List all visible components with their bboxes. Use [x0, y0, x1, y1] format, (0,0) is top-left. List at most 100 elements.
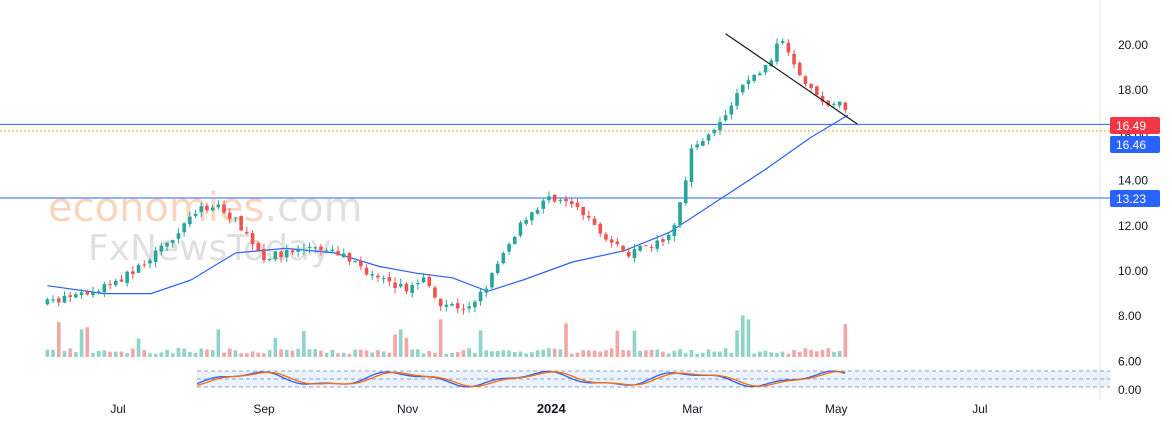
candle	[729, 101, 734, 120]
volume-bar	[461, 349, 466, 357]
candle	[587, 210, 591, 221]
volume-bar	[706, 349, 711, 357]
volume-bar	[678, 349, 682, 357]
volume-bar	[701, 352, 705, 357]
candle	[233, 217, 238, 223]
volume-bar	[695, 353, 699, 357]
candle	[290, 247, 295, 256]
x-axis-ticks: Jul Sep Nov 2024 Mar May Jul	[110, 401, 987, 416]
svg-text:13.23: 13.23	[1116, 192, 1146, 206]
candle	[775, 38, 779, 65]
y-tick-label: 6.00	[1118, 354, 1142, 368]
candle	[797, 61, 802, 77]
volume-bar	[655, 349, 660, 357]
volume-bar	[307, 349, 312, 357]
volume-bar	[433, 352, 437, 357]
candle	[461, 304, 466, 315]
candle	[740, 84, 745, 96]
volume-bar	[421, 353, 426, 357]
watermark-line1: economies.com	[48, 185, 363, 231]
y-tick-label: 14.00	[1118, 174, 1148, 188]
candle	[786, 39, 791, 57]
volume-bar	[535, 350, 540, 357]
candle	[695, 140, 699, 150]
candle	[501, 251, 506, 265]
x-tick-label: Sep	[253, 402, 275, 416]
candle	[313, 246, 318, 253]
volume-bar	[444, 353, 449, 357]
y-tick-label: 18.00	[1118, 83, 1148, 97]
candle	[450, 301, 454, 306]
x-tick-label: Jul	[972, 402, 987, 416]
x-tick-label: May	[825, 402, 848, 416]
volume-bar	[512, 351, 517, 357]
candle	[284, 244, 289, 262]
moving-average-line	[47, 114, 849, 295]
candle	[495, 260, 500, 276]
volume-bar	[381, 351, 386, 357]
candle	[512, 235, 517, 245]
candle	[398, 278, 403, 289]
volume-bar	[843, 323, 848, 357]
volume-bar	[524, 353, 528, 357]
candle	[404, 281, 409, 295]
candle	[193, 209, 198, 219]
price-tag: 16.49	[1110, 117, 1160, 134]
candle	[478, 289, 483, 306]
volume-bar	[387, 352, 392, 357]
candle	[376, 273, 380, 282]
candle	[108, 280, 112, 290]
candle	[102, 281, 107, 298]
volume-bar	[74, 352, 78, 357]
volume-bar	[832, 351, 836, 357]
candle	[581, 206, 585, 221]
candle	[518, 220, 523, 238]
volume-bar	[393, 334, 397, 357]
candle	[467, 301, 471, 313]
candle	[296, 245, 300, 257]
svg-text:16.49: 16.49	[1116, 119, 1146, 133]
volume-bar	[638, 350, 642, 357]
candle	[803, 75, 808, 87]
volume-bar	[490, 351, 494, 357]
volume-bar	[119, 351, 124, 357]
volume-bar	[558, 349, 563, 357]
volume-bar	[267, 350, 272, 357]
candle	[718, 116, 722, 136]
candle	[364, 264, 369, 276]
candle	[780, 38, 785, 45]
volume-bar	[210, 350, 215, 357]
volume-bar	[222, 352, 226, 357]
candle	[524, 217, 528, 226]
volume-bar	[148, 353, 152, 357]
candle	[347, 252, 352, 266]
candle	[222, 200, 226, 215]
volume-bar	[792, 349, 796, 357]
volume-bar	[712, 351, 717, 357]
volume-bar	[131, 348, 135, 357]
volume-bar	[313, 349, 318, 357]
candle	[843, 101, 848, 114]
candle	[307, 242, 312, 254]
volume-bar	[689, 349, 694, 357]
candle	[820, 91, 825, 106]
candle	[598, 222, 603, 237]
volume-bar	[552, 348, 557, 357]
volume-bar	[341, 352, 346, 357]
volume-bar	[142, 349, 147, 357]
watermark: economies.com FxNewsToday	[48, 185, 363, 269]
candle	[701, 138, 705, 147]
x-tick-label: Jul	[110, 402, 125, 416]
volume-bar	[518, 351, 523, 357]
volume-bar	[51, 349, 55, 357]
volume-bar	[763, 350, 768, 357]
svg-text:16.46: 16.46	[1116, 138, 1146, 152]
candle	[530, 211, 534, 226]
candle	[564, 195, 568, 207]
candle	[359, 256, 363, 271]
volume-bar	[347, 353, 352, 357]
candle	[809, 83, 813, 94]
trendline[interactable]	[725, 33, 858, 125]
candle	[444, 299, 449, 312]
